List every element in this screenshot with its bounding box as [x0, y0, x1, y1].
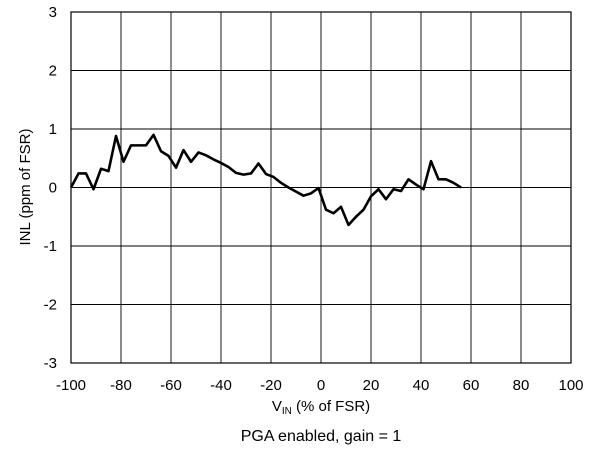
chart-caption: PGA enabled, gain = 1 [241, 428, 402, 445]
x-tick-label: -20 [260, 377, 282, 394]
y-tick-label: 3 [49, 4, 57, 21]
x-tick-labels: -100 -80 -60 -40 -20 0 20 40 60 80 100 [56, 377, 584, 394]
x-tick-label: 0 [317, 377, 325, 394]
y-tick-labels: -3 -2 -1 0 1 2 3 [44, 4, 57, 372]
y-axis-label: INL (ppm of FSR) [17, 129, 34, 246]
x-tick-label: -60 [160, 377, 182, 394]
inl-series-line [69, 133, 462, 227]
y-tick-label: -3 [44, 355, 57, 372]
y-tick-label: 2 [49, 63, 57, 80]
x-tick-label: 20 [363, 377, 380, 394]
x-tick-label: -100 [56, 377, 86, 394]
y-tick-label: 1 [49, 121, 57, 138]
y-tick-label: -1 [44, 238, 57, 255]
x-tick-label: 100 [558, 377, 583, 394]
x-tick-label: -40 [210, 377, 232, 394]
x-tick-label: -80 [110, 377, 132, 394]
x-tick-label: 40 [413, 377, 430, 394]
x-tick-label: 60 [463, 377, 480, 394]
x-axis-label: VIN (% of FSR) [272, 398, 370, 417]
grid-lines [70, 11, 572, 364]
y-tick-label: 0 [49, 180, 57, 197]
y-tick-label: -2 [44, 297, 57, 314]
x-axis-label-sub: IN [282, 406, 292, 417]
x-axis-label-main: V [272, 398, 282, 415]
x-axis-label-rest: (% of FSR) [292, 398, 370, 415]
x-tick-label: 80 [513, 377, 530, 394]
